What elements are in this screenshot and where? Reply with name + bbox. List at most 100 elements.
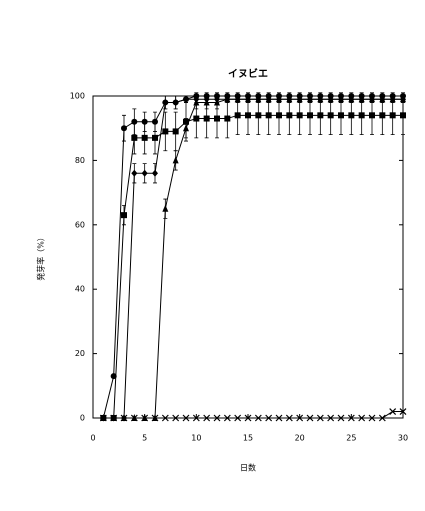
marker [131, 134, 138, 141]
marker [223, 414, 231, 422]
marker [400, 95, 406, 103]
marker [276, 95, 282, 103]
y-tick-label: 40 [75, 285, 85, 294]
marker [234, 414, 242, 422]
marker [172, 414, 180, 422]
marker [182, 414, 190, 422]
marker [338, 112, 344, 119]
marker [151, 414, 159, 422]
marker [172, 128, 179, 135]
marker [183, 95, 189, 103]
marker [265, 95, 272, 103]
y-axis-label: 発芽率（%） [36, 233, 46, 281]
marker [203, 115, 210, 122]
y-tick-label: 100 [70, 92, 85, 101]
marker [307, 112, 313, 119]
marker [369, 95, 375, 103]
marker [141, 169, 148, 177]
marker [255, 112, 262, 119]
marker [389, 95, 396, 103]
marker [99, 414, 107, 422]
marker [162, 204, 169, 212]
marker [255, 95, 262, 103]
y-tick-label: 80 [75, 156, 85, 165]
marker [224, 115, 231, 122]
x-tick-label: 10 [191, 434, 201, 443]
marker [245, 112, 251, 119]
marker [358, 414, 366, 422]
marker [214, 98, 220, 106]
marker [337, 414, 345, 422]
marker [348, 95, 355, 103]
marker [265, 414, 273, 422]
marker [203, 414, 211, 422]
marker [141, 414, 149, 422]
marker [152, 134, 158, 141]
marker [161, 414, 169, 422]
marker [296, 112, 303, 119]
marker [130, 414, 138, 422]
marker [327, 112, 334, 119]
marker [400, 112, 406, 119]
marker [224, 95, 231, 103]
marker [347, 414, 355, 422]
marker [162, 98, 169, 106]
x-tick-label: 5 [142, 434, 147, 443]
marker [162, 128, 169, 135]
y-tick-label: 20 [75, 349, 85, 358]
marker [110, 414, 118, 422]
marker [234, 95, 241, 103]
marker [120, 414, 128, 422]
marker [286, 95, 293, 103]
marker [276, 112, 282, 119]
marker [193, 115, 200, 122]
marker [327, 95, 334, 103]
marker [379, 112, 386, 119]
marker [152, 169, 158, 177]
marker [121, 125, 127, 132]
x-tick-label: 20 [295, 434, 305, 443]
marker [265, 112, 272, 119]
marker [172, 156, 179, 164]
marker [358, 95, 365, 103]
marker [193, 98, 200, 106]
marker [234, 112, 241, 119]
marker [110, 373, 117, 380]
marker [285, 414, 293, 422]
marker [244, 414, 252, 422]
marker [192, 414, 200, 422]
marker [327, 414, 335, 422]
marker [368, 414, 376, 422]
marker [358, 112, 365, 119]
y-tick-label: 60 [75, 220, 85, 229]
marker [369, 112, 375, 119]
marker [286, 112, 293, 119]
marker [348, 112, 355, 119]
marker [214, 115, 220, 122]
series-line [103, 411, 403, 419]
marker [306, 414, 314, 422]
marker [245, 95, 251, 103]
marker [316, 414, 324, 422]
marker [338, 95, 344, 103]
marker [389, 112, 396, 119]
marker [172, 98, 179, 106]
y-tick-label: 0 [80, 414, 85, 423]
marker [141, 134, 148, 141]
marker [317, 95, 324, 103]
marker [213, 414, 221, 422]
chart-title: イヌビエ [228, 67, 268, 80]
marker [296, 414, 304, 422]
marker [254, 414, 262, 422]
marker [317, 112, 324, 119]
marker [307, 95, 313, 103]
x-tick-label: 0 [90, 434, 95, 443]
marker [399, 408, 407, 415]
marker [183, 124, 189, 132]
marker [203, 98, 210, 106]
x-tick-label: 15 [243, 434, 253, 443]
marker [275, 414, 283, 422]
marker [296, 95, 303, 103]
